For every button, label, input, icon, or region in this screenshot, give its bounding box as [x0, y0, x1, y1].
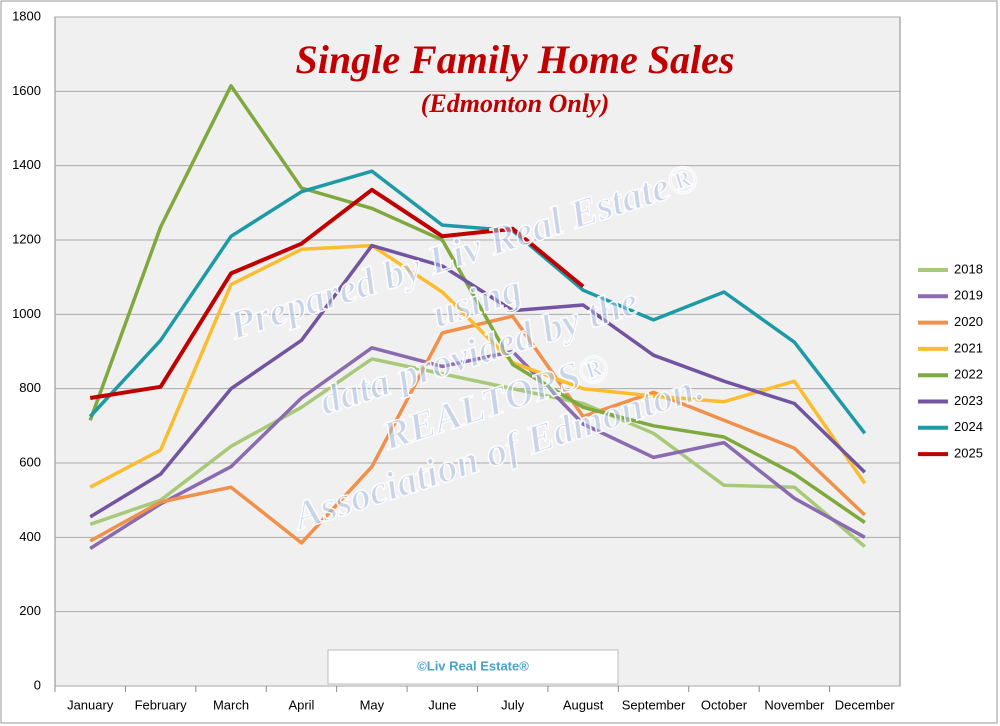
series-line — [88, 84, 866, 524]
legend-label: 2018 — [954, 261, 983, 276]
series-line — [89, 346, 866, 550]
legend-label: 2023 — [954, 393, 983, 408]
y-tick-label: 1800 — [12, 8, 41, 23]
x-tick-label: November — [764, 697, 825, 712]
x-tick-label: July — [501, 697, 525, 712]
plot-area — [54, 16, 901, 687]
x-tick-label: March — [213, 697, 249, 712]
legend-label: 2024 — [954, 419, 983, 434]
legend-label: 2020 — [954, 314, 983, 329]
x-tick-label: August — [563, 697, 604, 712]
credit-box — [327, 649, 619, 685]
y-tick-label: 1600 — [12, 83, 41, 98]
legend-label: 2021 — [954, 340, 983, 355]
legend-label: 2019 — [954, 288, 983, 303]
series-line — [88, 169, 867, 435]
x-tick-label: September — [622, 697, 686, 712]
legend-label: 2022 — [954, 367, 983, 382]
x-tick-label: June — [428, 697, 456, 712]
y-tick-label: 1200 — [12, 231, 41, 246]
y-tick-label: 200 — [19, 603, 41, 618]
series-line — [89, 243, 867, 519]
x-tick-label: January — [67, 697, 114, 712]
y-tick-label: 400 — [19, 529, 41, 544]
x-tick-label: February — [135, 697, 188, 712]
chart-title: Single Family Home Sales — [296, 37, 735, 82]
y-tick-label: 0 — [34, 677, 41, 692]
y-tick-label: 1400 — [12, 157, 41, 172]
legend-label: 2025 — [954, 446, 983, 461]
series-line — [89, 314, 867, 545]
x-tick-label: April — [288, 697, 314, 712]
credit: ©Liv Real Estate® — [417, 658, 529, 673]
chart-subtitle: (Edmonton Only) — [421, 89, 610, 118]
x-tick-label: May — [360, 697, 385, 712]
grid: 0 200 400 600 800 1000 1200 1400 1600 1800 January… — [12, 8, 900, 712]
y-tick-label: 600 — [19, 454, 41, 469]
y-tick-label: 800 — [19, 380, 41, 395]
x-tick-label: December — [835, 697, 896, 712]
y-tick-label: 1000 — [12, 306, 41, 321]
lines: 2018 2019 2020 2021 2022 2023 2024 2025 — [88, 84, 983, 550]
x-tick-label: October — [701, 697, 748, 712]
series-line — [89, 243, 867, 489]
series-line — [89, 357, 866, 548]
series-line — [89, 187, 585, 400]
